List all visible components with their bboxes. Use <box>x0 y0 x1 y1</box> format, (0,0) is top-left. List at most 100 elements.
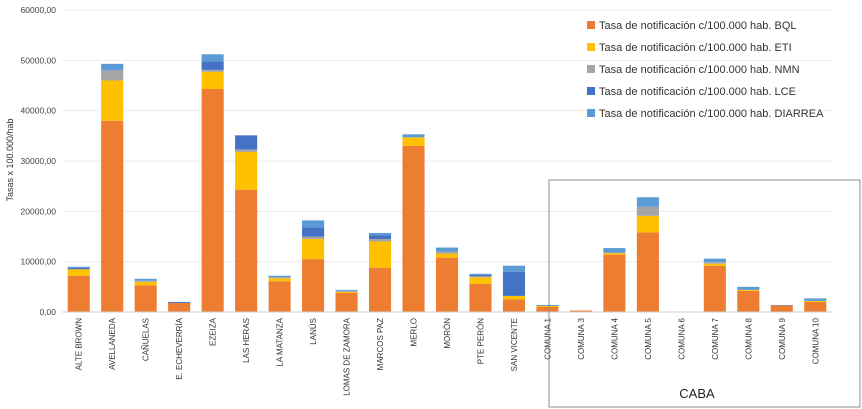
x-tick-label: LA MATANZA <box>276 317 285 366</box>
y-tick-label: 30000,00 <box>21 156 57 166</box>
bar-segment: Tasa de notificación c/100.000 hab. BQL:… <box>134 285 157 312</box>
bar-segment: Tasa de notificación c/100.000 hab. DIAR… <box>134 278 157 281</box>
bar-segment: Tasa de notificación c/100.000 hab. LCE:… <box>302 227 325 237</box>
bar-segment: Tasa de notificación c/100.000 hab. ETI:… <box>502 295 526 300</box>
bar-segment: Tasa de notificación c/100.000 hab. LCE:… <box>67 267 90 270</box>
bar-segment: Tasa de notificación c/100.000 hab. NMN:… <box>101 70 124 81</box>
bar-segment: Tasa de notificación c/100.000 hab. ETI:… <box>368 241 392 268</box>
bar-segment: Tasa de notificación c/100.000 hab. ETI:… <box>235 151 258 190</box>
bar-segment: Tasa de notificación c/100.000 hab. LCE:… <box>502 271 526 296</box>
bar-segment: Tasa de notificación c/100.000 hab. BQL:… <box>235 189 258 312</box>
bar-segment: Tasa de notificación c/100.000 hab. ETI:… <box>335 291 358 293</box>
bar-segment: Tasa de notificación c/100.000 hab. DIAR… <box>703 258 726 263</box>
legend: Tasa de notificación c/100.000 hab. BQL T… <box>587 20 824 120</box>
bar-segment: Tasa de notificación c/100.000 hab. ETI:… <box>636 215 659 233</box>
bar-segment: Tasa de notificación c/100.000 hab. NMN:… <box>435 251 459 254</box>
x-tick-label: COMUNA 8 <box>744 317 753 359</box>
bar-segment: Tasa de notificación c/100.000 hab. NMN:… <box>603 252 626 254</box>
bar-segment: Tasa de notificación c/100.000 hab. DIAR… <box>804 298 827 301</box>
caba-group-box <box>548 179 861 408</box>
bar-segment: Tasa de notificación c/100.000 hab. BQL:… <box>168 302 191 312</box>
bar-segment: Tasa de notificación c/100.000 hab. DIAR… <box>770 304 793 306</box>
bar-segment: Tasa de notificación c/100.000 hab. NMN:… <box>703 262 726 264</box>
bar-segment: Tasa de notificación c/100.000 hab. BQL:… <box>636 232 659 312</box>
bar-segment: Tasa de notificación c/100.000 hab. BQL:… <box>603 254 626 312</box>
x-tick-label: LOMAS DE ZAMORA <box>343 317 352 395</box>
bar-segment: Tasa de notificación c/100.000 hab. ETI:… <box>101 80 124 121</box>
legend-swatch <box>587 109 595 117</box>
y-tick-label: 0,00 <box>39 307 56 317</box>
bar-segment: Tasa de notificación c/100.000 hab. BQL:… <box>201 89 224 312</box>
bar-segment: Tasa de notificación c/100.000 hab. DIAR… <box>335 289 358 291</box>
bar-segment: Tasa de notificación c/100.000 hab. NMN:… <box>335 290 358 292</box>
bar-segment: Tasa de notificación c/100.000 hab. DIAR… <box>435 247 459 252</box>
bar-segment: Tasa de notificación c/100.000 hab. DIAR… <box>201 54 224 62</box>
bar-segment: Tasa de notificación c/100.000 hab. NMN:… <box>201 69 224 72</box>
y-tick-label: 20000,00 <box>21 206 57 216</box>
bar-segment: Tasa de notificación c/100.000 hab. ETI:… <box>268 278 291 282</box>
bar-segment: Tasa de notificación c/100.000 hab. BQL:… <box>703 265 726 312</box>
legend-label: Tasa de notificación c/100.000 hab. BQL <box>599 20 797 32</box>
bar-segment: Tasa de notificación c/100.000 hab. BQL:… <box>67 275 90 312</box>
legend-label: Tasa de notificación c/100.000 hab. ETI <box>599 42 792 54</box>
x-tick-label: COMUNA 6 <box>677 317 686 359</box>
x-tick-label: COMUNA 7 <box>711 317 720 359</box>
bar-segment: Tasa de notificación c/100.000 hab. BQL:… <box>101 120 124 312</box>
legend-swatch <box>587 65 595 73</box>
x-tick-label: COMUNA 1 <box>543 317 552 359</box>
bar-segment: Tasa de notificación c/100.000 hab. BQL:… <box>469 283 492 312</box>
bar-segment: Tasa de notificación c/100.000 hab. ETI:… <box>737 289 760 291</box>
x-tick-label: SAN VICENTE <box>510 318 519 371</box>
bar-segment: Tasa de notificación c/100.000 hab. BQL:… <box>502 299 526 312</box>
bar-segment: Tasa de notificación c/100.000 hab. LCE:… <box>201 61 224 70</box>
bar-segment: Tasa de notificación c/100.000 hab. DIAR… <box>302 220 325 228</box>
y-axis-label: Tasas x 100.000/hab <box>5 118 15 201</box>
bar-segment: Tasa de notificación c/100.000 hab. NMN:… <box>235 149 258 152</box>
x-tick-label: LANÚS <box>309 318 318 345</box>
bar-segment: Tasa de notificación c/100.000 hab. ETI:… <box>134 281 157 286</box>
bar-segment: Tasa de notificación c/100.000 hab. BQL:… <box>536 306 559 312</box>
legend-swatch <box>587 43 595 51</box>
bar-segment: Tasa de notificación c/100.000 hab. ETI:… <box>67 269 90 276</box>
x-tick-label: CAÑUELAS <box>142 318 151 361</box>
bar-segment: Tasa de notificación c/100.000 hab. ETI:… <box>201 71 224 90</box>
bar-segment: Tasa de notificación c/100.000 hab. ETI:… <box>703 263 726 266</box>
y-tick-label: 40000,00 <box>21 106 57 116</box>
x-tick-label: COMUNA 4 <box>610 317 619 359</box>
y-tick-label: 10000,00 <box>21 257 57 267</box>
x-tick-label: E. ECHEVERRÍA <box>175 317 184 379</box>
bar-segment: Tasa de notificación c/100.000 hab. DIAR… <box>636 197 659 207</box>
bar-segment: Tasa de notificación c/100.000 hab. LCE:… <box>235 135 258 150</box>
bar-segment: Tasa de notificación c/100.000 hab. BQL:… <box>737 290 760 312</box>
legend-swatch <box>587 87 595 95</box>
bar-segment: Tasa de notificación c/100.000 hab. ETI:… <box>603 253 626 255</box>
bar-segment: Tasa de notificación c/100.000 hab. ETI:… <box>435 253 459 258</box>
y-tick-label: 60000,00 <box>21 5 57 15</box>
x-tick-label: MORÓN <box>443 318 452 349</box>
x-tick-label: MERLO <box>410 318 419 346</box>
y-tick-label: 50000,00 <box>21 55 57 65</box>
bar-segment: Tasa de notificación c/100.000 hab. LCE:… <box>168 301 191 303</box>
x-tick-label: ALTE BROWN <box>75 318 84 371</box>
x-tick-label: AVELLANEDA <box>108 317 117 370</box>
bar-segment: Tasa de notificación c/100.000 hab. BQL:… <box>302 259 325 312</box>
bar-segment: Tasa de notificación c/100.000 hab. DIAR… <box>402 134 425 138</box>
bar-segment: Tasa de notificación c/100.000 hab. DIAR… <box>368 232 392 236</box>
bar-segment: Tasa de notificación c/100.000 hab. NMN:… <box>268 277 291 279</box>
x-tick-label: COMUNA 3 <box>577 317 586 359</box>
bar-segment: Tasa de notificación c/100.000 hab. DIAR… <box>101 63 124 71</box>
bar-segment: Tasa de notificación c/100.000 hab. BQL:… <box>435 257 459 312</box>
bar-segment: Tasa de notificación c/100.000 hab. ETI:… <box>469 277 492 284</box>
x-tick-label: EZEIZA <box>209 317 218 346</box>
legend-swatch <box>587 21 595 29</box>
bar-segment: Tasa de notificación c/100.000 hab. DIAR… <box>737 286 760 290</box>
x-tick-label: LAS HERAS <box>242 318 251 363</box>
bar-segment: Tasa de notificación c/100.000 hab. ETI:… <box>536 305 559 307</box>
bar-segment: Tasa de notificación c/100.000 hab. BQL:… <box>268 281 291 312</box>
x-tick-label: MARCOS PAZ <box>376 318 385 370</box>
bar-segment: Tasa de notificación c/100.000 hab. ETI:… <box>302 239 325 260</box>
bar-segment: Tasa de notificación c/100.000 hab. BQL:… <box>569 310 592 312</box>
legend-label: Tasa de notificación c/100.000 hab. LCE <box>599 86 796 98</box>
bar-segment: Tasa de notificación c/100.000 hab. NMN:… <box>469 276 492 278</box>
